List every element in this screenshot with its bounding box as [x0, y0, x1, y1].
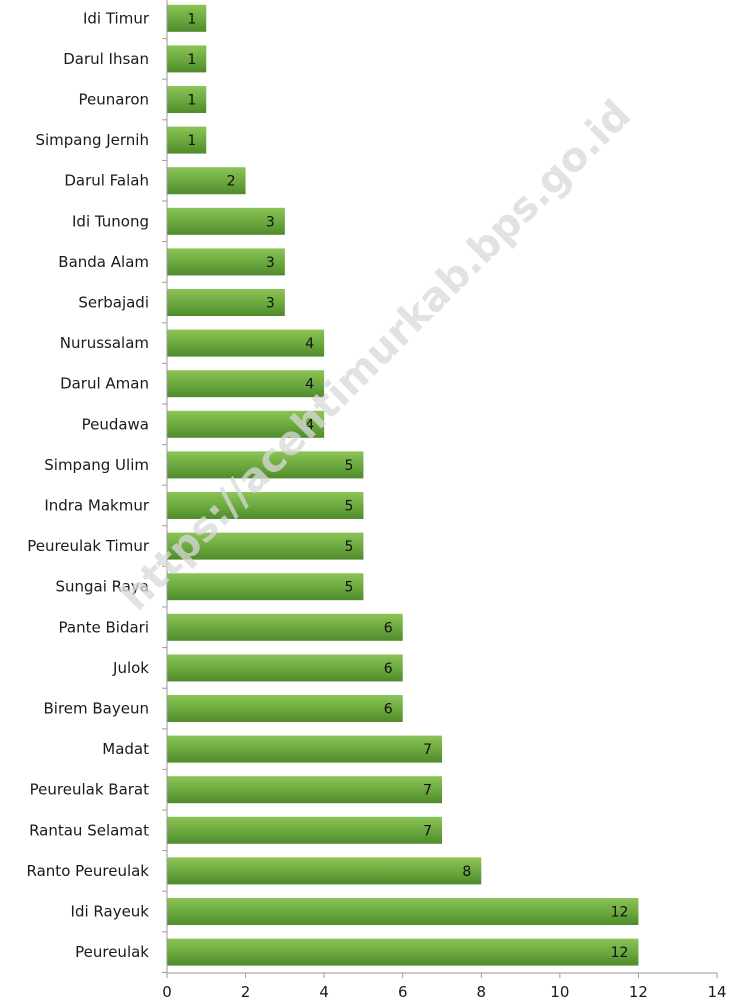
value-label: 6	[384, 661, 393, 677]
category-label: Darul Falah	[64, 172, 149, 190]
bar	[167, 532, 364, 560]
category-label: Peureulak Barat	[30, 781, 149, 799]
bar	[167, 248, 285, 276]
category-label: Peureulak	[75, 943, 149, 961]
x-tick-label: 8	[477, 983, 487, 1001]
category-label: Idi Timur	[83, 9, 150, 27]
category-label: Simpang Ulim	[44, 456, 149, 474]
value-label: 5	[345, 458, 354, 474]
category-label: Idi Rayeuk	[71, 903, 150, 921]
bar	[167, 410, 325, 438]
bar	[167, 816, 442, 844]
category-labels: Idi Timur Darul Ihsan Peunaron Simpang Jern…	[27, 9, 150, 961]
value-label: 1	[187, 133, 196, 149]
category-label: Madat	[102, 740, 149, 758]
bar	[167, 938, 639, 966]
bar	[167, 898, 639, 925]
category-label: Pante Bidari	[59, 618, 149, 636]
x-tick-label: 12	[629, 983, 648, 1001]
value-label: 4	[305, 336, 314, 352]
x-tick-label: 4	[319, 983, 329, 1001]
category-label: Julok	[112, 659, 149, 677]
category-label: Indra Makmur	[44, 497, 150, 515]
bar	[167, 370, 325, 398]
bar	[167, 492, 364, 519]
bar	[167, 776, 442, 804]
x-tick-label: 14	[707, 983, 726, 1001]
category-label: Peudawa	[82, 415, 149, 433]
category-label: Ranto Peureulak	[27, 862, 150, 880]
category-label: Rantau Selamat	[29, 821, 149, 839]
category-label: Darul Ihsan	[63, 50, 149, 68]
axes: 0 2 4 6 8 10 12 14	[162, 0, 727, 1001]
bar	[167, 857, 482, 885]
bar	[167, 654, 403, 682]
value-label: 6	[384, 702, 393, 718]
category-label: Darul Aman	[60, 375, 149, 393]
value-label: 1	[187, 11, 196, 27]
value-label: 3	[266, 296, 275, 312]
value-label: 3	[266, 214, 275, 230]
value-label: 2	[227, 174, 236, 190]
x-tick-label: 0	[162, 983, 172, 1001]
bar	[167, 735, 442, 763]
value-label: 3	[266, 255, 275, 271]
value-label: 4	[305, 417, 314, 433]
value-label: 12	[611, 945, 629, 961]
category-label: Peureulak Timur	[27, 537, 150, 555]
bar	[167, 613, 403, 641]
bar	[167, 451, 364, 479]
value-label: 6	[384, 620, 393, 636]
bar	[167, 207, 285, 235]
category-label: Banda Alam	[58, 253, 149, 271]
x-tick-label: 6	[398, 983, 408, 1001]
value-label: 7	[423, 742, 432, 758]
bar	[167, 167, 246, 195]
value-label: 5	[345, 539, 354, 555]
value-label: 5	[345, 580, 354, 596]
category-label: Idi Tunong	[72, 212, 149, 230]
category-label: Nurussalam	[60, 334, 149, 352]
category-label: Simpang Jernih	[35, 131, 149, 149]
category-label: Birem Bayeun	[43, 700, 149, 718]
x-tick-label: 10	[550, 983, 569, 1001]
category-label: Serbajadi	[78, 294, 149, 312]
bar	[167, 695, 403, 722]
value-label: 1	[187, 52, 196, 68]
bar	[167, 289, 285, 316]
bar	[167, 126, 207, 154]
bar	[167, 4, 207, 32]
category-label: Sungai Raya	[55, 578, 149, 596]
bar	[167, 45, 207, 73]
value-label: 12	[611, 905, 629, 921]
bars-layer	[167, 4, 639, 966]
value-label: 7	[423, 823, 432, 839]
value-label: 7	[423, 783, 432, 799]
bar	[167, 329, 325, 357]
bar	[167, 86, 207, 113]
bar	[167, 573, 364, 601]
value-label: 1	[187, 93, 196, 109]
x-tick-label: 2	[241, 983, 251, 1001]
value-label: 8	[462, 864, 471, 880]
value-label: 5	[345, 499, 354, 515]
category-label: Peunaron	[79, 91, 149, 109]
value-label: 4	[305, 377, 314, 393]
